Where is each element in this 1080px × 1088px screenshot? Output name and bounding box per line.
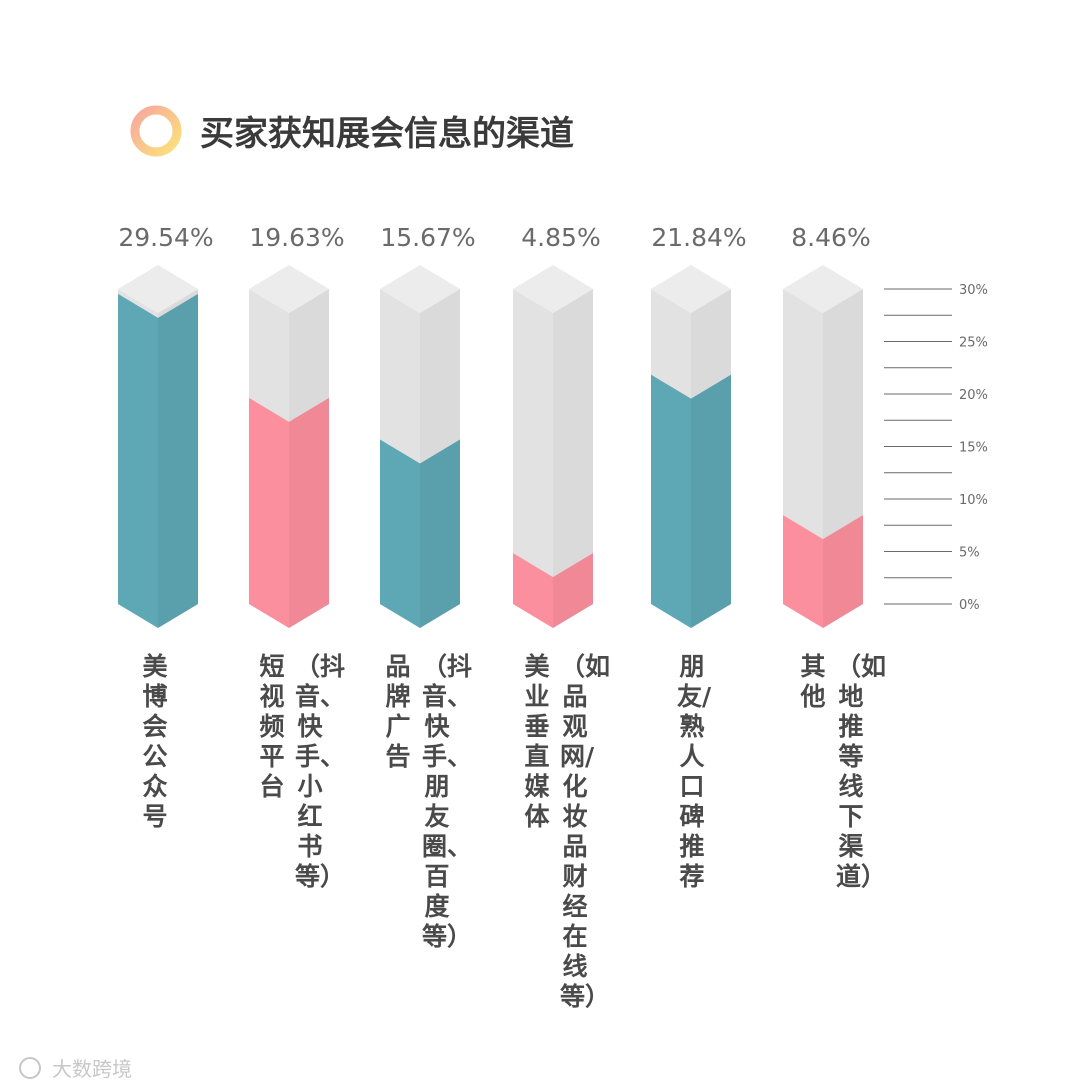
category-label-main: 美业垂直媒体	[524, 652, 550, 831]
bar-value-shade	[289, 397, 329, 628]
y-tick-label: 15%	[959, 441, 988, 456]
bar-5: 21.84%	[651, 223, 747, 628]
category-label-main: 朋友/熟人口碑推荐	[677, 652, 712, 891]
y-axis: 30% 25% 20% 15% 10% 5% 0%	[884, 283, 988, 613]
bar-3: 15.67%	[380, 223, 476, 628]
bar-value-shade	[158, 293, 198, 628]
bar-value-fill	[513, 553, 593, 628]
bar-value-fill	[118, 293, 198, 628]
y-tick-label: 20%	[959, 388, 988, 403]
bar-top-face	[249, 265, 329, 313]
bar-value-fill	[380, 439, 460, 628]
chart-title: 买家获知展会信息的渠道	[200, 114, 574, 154]
category-label-sub: （如品观网/化妆品财经在线等）	[560, 652, 611, 1011]
y-tick-label: 10%	[959, 493, 988, 508]
y-tick-label: 5%	[959, 546, 980, 561]
category-label-main: 美博会公众号	[142, 652, 168, 831]
y-tick-label: 0%	[959, 598, 980, 613]
bars-group: 29.54% 19.63% 15.67% 4.85% 21.84% 8.46%	[118, 223, 871, 628]
bar-value-label: 21.84%	[651, 223, 746, 252]
bar-top-face	[380, 265, 460, 313]
bar-value-label: 19.63%	[249, 223, 344, 252]
category-label-sub: （如地推等线下渠道）	[836, 652, 887, 891]
bar-2: 19.63%	[249, 223, 345, 628]
bar-value-shade	[553, 553, 593, 628]
y-tick-label: 25%	[959, 336, 988, 351]
bar-top-face	[118, 265, 198, 313]
bar-value-label: 8.46%	[791, 223, 870, 252]
bar-value-label: 29.54%	[118, 223, 213, 252]
category-label-sub: （抖音、快手、小红书等）	[295, 652, 346, 891]
category-label-sub: （抖音、快手、朋友圈、百度等）	[422, 652, 473, 951]
y-tick-label: 30%	[959, 283, 988, 298]
bar-value-shade	[691, 374, 731, 628]
category-label-main: 其他	[800, 652, 826, 711]
bar-value-label: 15.67%	[380, 223, 475, 252]
watermark: 大数跨境	[19, 1057, 132, 1081]
bar-value-label: 4.85%	[521, 223, 600, 252]
bar-top-face	[651, 265, 731, 313]
bar-value-fill	[249, 397, 329, 628]
bar-value-fill	[651, 374, 731, 628]
watermark-text: 大数跨境	[52, 1057, 132, 1081]
title-ring-icon	[130, 105, 182, 157]
bar-value-fill	[783, 515, 863, 628]
bar-top-face	[513, 265, 593, 313]
bar-1: 29.54%	[118, 223, 214, 628]
bar-value-shade	[823, 515, 863, 628]
bar-value-shade	[420, 439, 460, 628]
bar-empty-body	[513, 289, 593, 628]
bar-top-face	[783, 265, 863, 313]
bar-4: 4.85%	[513, 223, 601, 628]
category-label-main: 短视频平台	[259, 652, 285, 801]
category-label-main: 品牌广告	[385, 652, 411, 771]
bar-6: 8.46%	[783, 223, 871, 628]
watermark-logo-icon	[19, 1057, 41, 1079]
